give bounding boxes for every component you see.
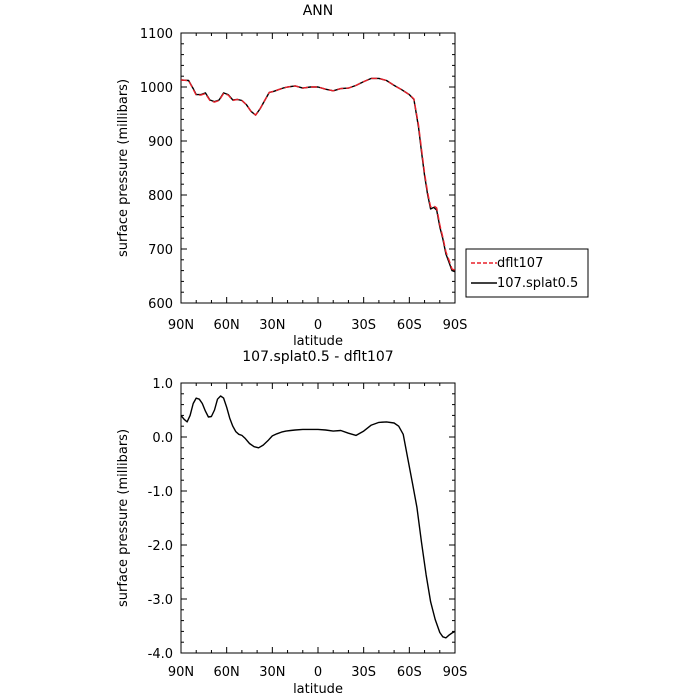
y-tick-label: -2.0 (148, 539, 173, 554)
x-tick-label: 60S (397, 318, 422, 333)
series-line-1 (180, 77, 456, 271)
y-tick-label: 1000 (140, 81, 173, 96)
x-tick-label: 30N (259, 318, 285, 333)
y-tick-label: -1.0 (148, 485, 173, 500)
legend: dflt107 107.splat0.5 (465, 248, 589, 298)
x-tick-label: 90N (168, 318, 194, 333)
plot-frame (180, 32, 456, 304)
x-tick-label: 90S (443, 665, 468, 680)
x-tick-label: 90N (168, 665, 194, 680)
y-tick-label: 900 (148, 135, 173, 150)
x-tick-label: 30N (259, 665, 285, 680)
x-tick-label: 30S (351, 318, 376, 333)
series-line-1 (180, 395, 456, 639)
x-tick-label: 60N (214, 318, 240, 333)
x-tick-label: 30S (351, 665, 376, 680)
x-tick-label: 60S (397, 665, 422, 680)
x-tick-label: 90S (443, 318, 468, 333)
chart-panel-1: ANN 90N 60N 30N 0 30S 60S 90S 600 700 800 900 1000 11… (116, 3, 589, 349)
y-tick-label: -4.0 (148, 647, 173, 662)
x-tick-label: 60N (214, 665, 240, 680)
y-tick-label: 600 (148, 297, 173, 312)
y-tick-label: 0.0 (152, 431, 173, 446)
y-tick-label: 1.0 (152, 377, 173, 392)
y-tick-label: -3.0 (148, 593, 173, 608)
x-tick-label: 0 (314, 318, 322, 333)
chart-panel-2: 107.splat0.5 - dflt107 90N 60N 30N 0 30S 60S 90… (116, 349, 467, 697)
y-tick-label: 700 (148, 243, 173, 258)
y-axis-label: surface pressure (millibars) (116, 79, 131, 257)
chart-title: ANN (303, 3, 334, 19)
series-line-2 (180, 77, 456, 273)
legend-label: 107.splat0.5 (497, 276, 578, 291)
chart-title: 107.splat0.5 - dflt107 (242, 349, 393, 365)
y-tick-label: 1100 (140, 27, 173, 42)
x-axis-label: latitude (293, 682, 343, 697)
y-axis-label: surface pressure (millibars) (116, 429, 131, 607)
x-tick-label: 0 (314, 665, 322, 680)
legend-box (465, 248, 589, 298)
y-tick-label: 800 (148, 189, 173, 204)
x-axis-label: latitude (293, 334, 343, 349)
plot-frame (180, 382, 456, 654)
legend-label: dflt107 (497, 256, 543, 271)
